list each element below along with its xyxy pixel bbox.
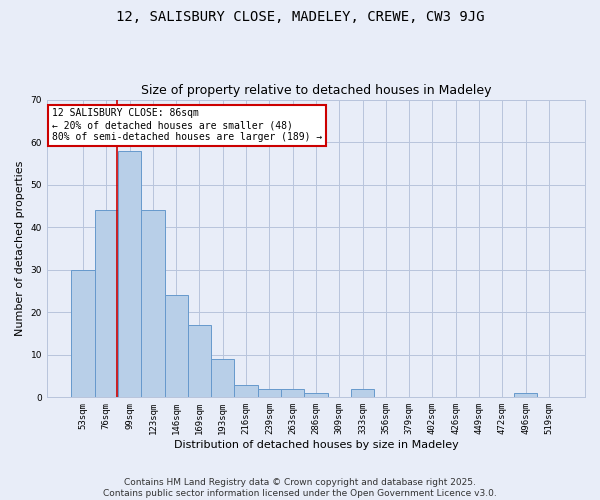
Bar xyxy=(71,270,95,398)
Text: Contains HM Land Registry data © Crown copyright and database right 2025.
Contai: Contains HM Land Registry data © Crown c… xyxy=(103,478,497,498)
X-axis label: Distribution of detached houses by size in Madeley: Distribution of detached houses by size … xyxy=(173,440,458,450)
Bar xyxy=(211,359,235,398)
Bar xyxy=(164,295,188,398)
Bar xyxy=(188,325,211,398)
Bar xyxy=(141,210,164,398)
Text: 12 SALISBURY CLOSE: 86sqm
← 20% of detached houses are smaller (48)
80% of semi-: 12 SALISBURY CLOSE: 86sqm ← 20% of detac… xyxy=(52,108,323,142)
Bar xyxy=(118,150,141,398)
Bar xyxy=(514,393,537,398)
Bar xyxy=(351,389,374,398)
Bar xyxy=(258,389,281,398)
Y-axis label: Number of detached properties: Number of detached properties xyxy=(15,161,25,336)
Bar xyxy=(235,384,258,398)
Bar xyxy=(281,389,304,398)
Title: Size of property relative to detached houses in Madeley: Size of property relative to detached ho… xyxy=(141,84,491,97)
Bar xyxy=(304,393,328,398)
Bar xyxy=(95,210,118,398)
Text: 12, SALISBURY CLOSE, MADELEY, CREWE, CW3 9JG: 12, SALISBURY CLOSE, MADELEY, CREWE, CW3… xyxy=(116,10,484,24)
